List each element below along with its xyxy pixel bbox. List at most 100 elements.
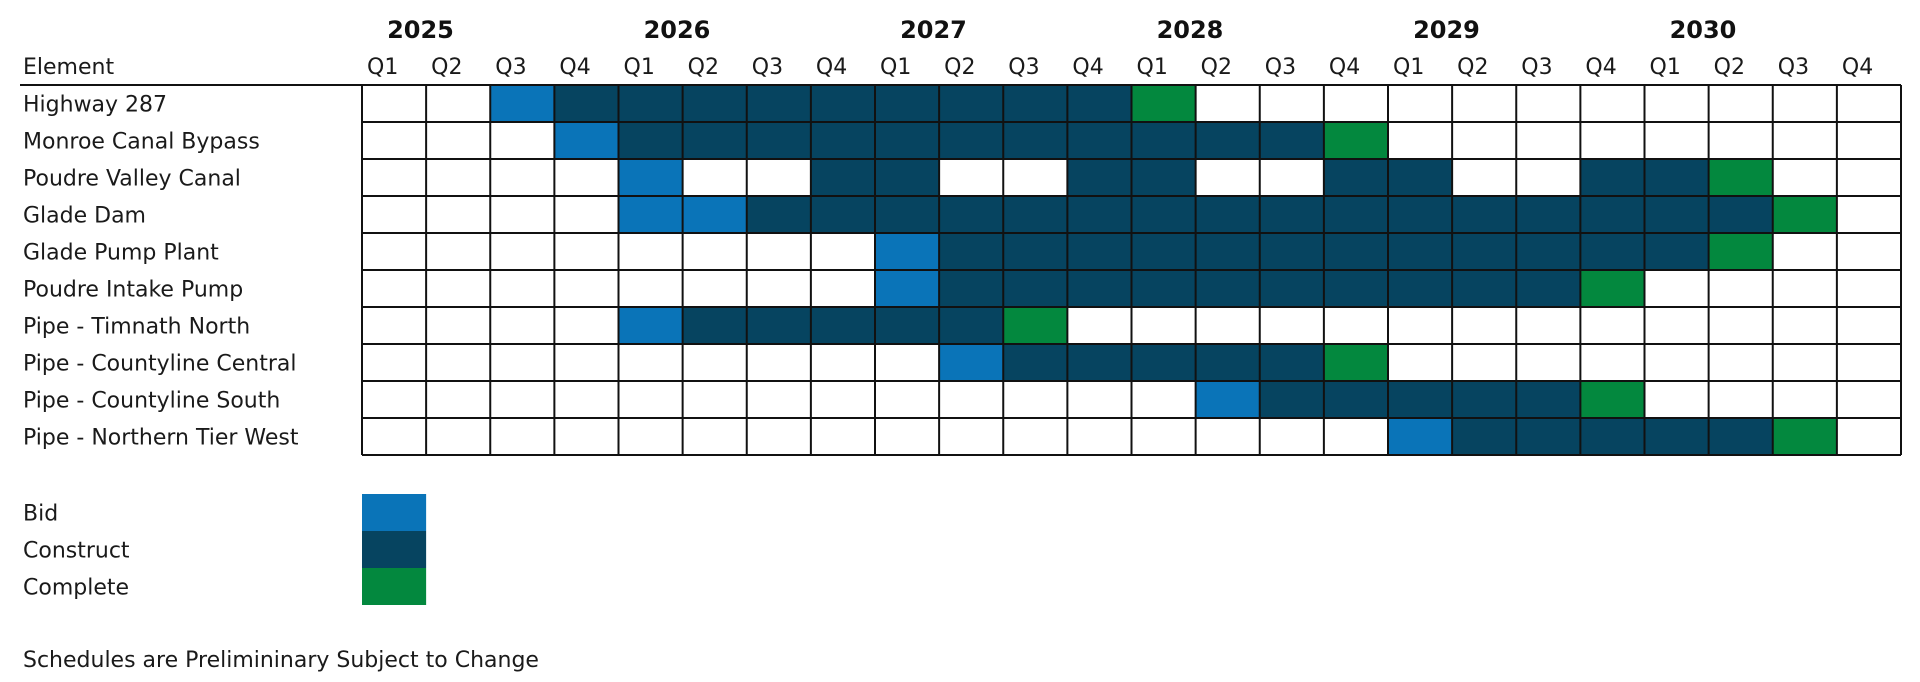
quarter-label: Q3 [1265,55,1296,80]
empty-cell [1644,85,1709,122]
row-label: Poudre Valley Canal [23,167,241,192]
construct-cell [1259,122,1324,159]
construct-cell [1131,196,1196,233]
construct-cell [1388,233,1453,270]
quarter-label: Q4 [1842,55,1873,80]
construct-cell [1003,85,1068,122]
empty-cell [1836,307,1901,344]
quarter-label: Q4 [1585,55,1616,80]
empty-cell [1772,270,1837,307]
empty-cell [1323,307,1388,344]
quarter-label: Q2 [431,55,462,80]
construct-cell [1195,233,1260,270]
construct-cell [618,122,683,159]
empty-cell [1259,159,1324,196]
empty-cell [1131,418,1196,455]
empty-cell [554,270,619,307]
empty-cell [426,270,491,307]
schedule-row: Glade Dam [23,196,1901,233]
quarter-label: Q4 [1329,55,1360,80]
row-label: Glade Pump Plant [23,241,219,266]
quarter-label: Q1 [1393,55,1424,80]
construct-cell [1131,122,1196,159]
empty-cell [1452,85,1517,122]
construct-cell [1003,344,1068,381]
schedule-row: Glade Pump Plant [23,233,1901,270]
construct-cell [1388,270,1453,307]
empty-cell [490,196,555,233]
empty-cell [810,344,875,381]
empty-cell [746,270,811,307]
construct-cell [810,159,875,196]
year-label: 2026 [644,16,711,44]
empty-cell [490,233,555,270]
empty-cell [682,381,747,418]
construct-cell [746,85,811,122]
construct-cell [682,307,747,344]
empty-cell [746,418,811,455]
row-label: Glade Dam [23,204,146,229]
empty-cell [490,159,555,196]
construct-cell [810,85,875,122]
empty-cell [1580,85,1645,122]
legend-item: Complete [23,568,427,605]
construct-cell [1195,196,1260,233]
empty-cell [1772,233,1837,270]
bid-cell [1388,418,1453,455]
empty-cell [554,159,619,196]
construct-cell [1323,381,1388,418]
construct-cell [939,270,1004,307]
construct-cell [1067,85,1132,122]
construct-cell [1195,344,1260,381]
empty-cell [1003,381,1068,418]
empty-cell [810,381,875,418]
complete-cell [1772,196,1837,233]
construct-cell [746,307,811,344]
complete-cell [1708,233,1773,270]
quarter-label: Q2 [688,55,719,80]
empty-cell [1003,159,1068,196]
bid-cell [554,122,619,159]
empty-cell [1323,85,1388,122]
bid-cell [490,85,555,122]
schedule-grid [20,84,1902,456]
construct-cell [1131,270,1196,307]
empty-cell [1516,85,1581,122]
quarter-label: Q4 [816,55,847,80]
empty-cell [1195,159,1260,196]
row-label: Pipe - Countyline Central [23,352,296,377]
empty-cell [362,307,427,344]
empty-cell [1708,122,1773,159]
construct-cell [1323,270,1388,307]
empty-cell [618,381,683,418]
schedule-row: Highway 287 [23,85,1901,122]
construct-cell [1323,159,1388,196]
year-label: 2028 [1157,16,1224,44]
empty-cell [1644,270,1709,307]
empty-cell [1772,85,1837,122]
construct-cell [1067,233,1132,270]
empty-cell [1836,344,1901,381]
empty-cell [426,233,491,270]
empty-cell [362,159,427,196]
construct-cell [1259,344,1324,381]
empty-cell [1195,307,1260,344]
construct-cell [939,307,1004,344]
empty-cell [1452,344,1517,381]
empty-cell [426,344,491,381]
empty-cell [1836,381,1901,418]
empty-cell [1516,159,1581,196]
construct-cell [1580,418,1645,455]
construct-cell [1067,344,1132,381]
schedule-note: Schedules are Prelimininary Subject to C… [23,648,539,673]
construct-cell [939,85,1004,122]
empty-cell [554,233,619,270]
bid-cell [618,307,683,344]
construct-cell [939,196,1004,233]
empty-cell [362,196,427,233]
quarter-label: Q3 [1778,55,1809,80]
complete-cell [1323,344,1388,381]
construct-cell [1516,196,1581,233]
empty-cell [746,233,811,270]
construct-cell [1708,196,1773,233]
